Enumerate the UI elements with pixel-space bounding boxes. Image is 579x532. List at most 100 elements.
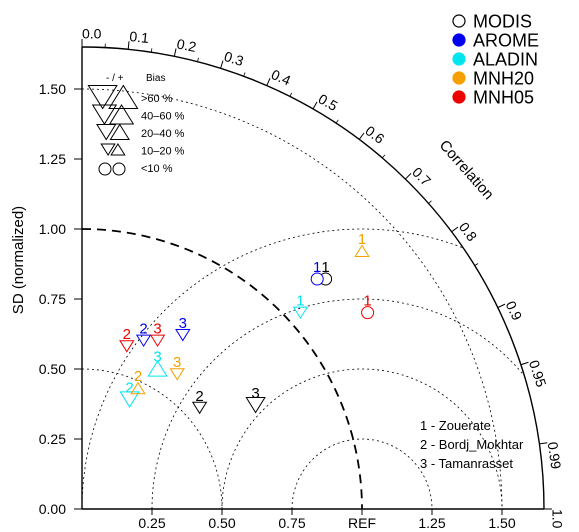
- correlation-minor-tick: [381, 154, 386, 159]
- correlation-tick-label: 0.99: [545, 441, 565, 470]
- correlation-tick-label: 0.5: [316, 90, 341, 114]
- site-legend-entry: 3 - Tamanrasset: [420, 456, 513, 471]
- data-point-label: 3: [179, 315, 187, 332]
- rmsd-arc: [151, 298, 544, 509]
- data-point-marker: [130, 381, 146, 395]
- rmsd-arc: [291, 438, 433, 509]
- legend-entry: MNH20: [473, 69, 534, 89]
- correlation-tick: [220, 60, 224, 69]
- rmsd-arc: [221, 368, 503, 509]
- legend-entry: MNH05: [473, 88, 534, 108]
- correlation-tick: [266, 78, 271, 86]
- data-point-marker: [354, 244, 370, 257]
- data-point-marker: [175, 329, 191, 342]
- correlation-tick: [127, 41, 130, 50]
- correlation-tick-label: 1.0: [549, 509, 565, 529]
- data-point-label: 2: [134, 368, 142, 385]
- bias-legend-circle: [98, 162, 112, 176]
- correlation-tick-label: 0.2: [175, 35, 197, 55]
- data-point-label: 3: [173, 354, 181, 371]
- legend-swatch: [452, 52, 466, 66]
- bias-legend: - / + Bias >60 % 40–60 % 20–40 % 10–20 % <10 %: [87, 73, 185, 176]
- correlation-minor-tick: [520, 363, 525, 366]
- bias-legend-triangle-down: [96, 124, 117, 141]
- y-axis-label: SD (normalized): [10, 206, 27, 314]
- bias-legend-label: >60 %: [141, 93, 173, 105]
- bias-legend-label: 20–40 %: [141, 128, 185, 140]
- data-point-marker: [169, 368, 185, 381]
- data-point-label: 3: [153, 321, 161, 338]
- y-tick-label: 1.25: [39, 151, 66, 167]
- correlation-tick-label: 0.9: [503, 298, 526, 323]
- bias-legend-sign: - / +: [106, 73, 124, 84]
- data-point-label: 1: [321, 259, 329, 276]
- correlation-minor-tick: [243, 72, 246, 77]
- rmsd-arcs: [82, 88, 544, 509]
- data-point-marker: [310, 272, 324, 286]
- legend-swatch: [452, 14, 466, 28]
- site-legend-entry: 2 - Bordj_Mokhtar: [420, 437, 524, 452]
- site-legend: 1 - Zouerate 2 - Bordj_Mokhtar 3 - Tamanra…: [420, 418, 524, 471]
- data-point-label: 3: [251, 385, 259, 402]
- x-tick-label: 0.50: [208, 515, 235, 531]
- correlation-tick: [497, 303, 506, 309]
- correlation-minor-tick: [474, 263, 479, 266]
- data-point-marker: [292, 306, 309, 320]
- legend-swatch: [452, 33, 466, 47]
- data-point-label: 3: [153, 349, 161, 366]
- correlation-tick-label: 0.1: [129, 28, 150, 46]
- y-tick-label: 0.25: [39, 431, 66, 447]
- bias-legend-label: 10–20 %: [141, 146, 185, 158]
- correlation-minor-tick: [289, 92, 293, 97]
- y-tick-label: 0.00: [39, 501, 66, 517]
- correlation-tick-label: 0.6: [362, 122, 387, 147]
- bias-legend-label: <10 %: [141, 163, 173, 175]
- correlation-tick-label: 0.3: [222, 48, 246, 69]
- x-tick-label: 1.50: [488, 515, 515, 531]
- data-point-marker: [119, 391, 140, 408]
- correlation-tick: [451, 226, 459, 233]
- y-tick-label: 0.50: [39, 361, 66, 377]
- bias-legend-triangle-down: [91, 104, 118, 125]
- legend-entry: MODIS: [473, 12, 532, 32]
- data-point-marker: [119, 340, 135, 353]
- data-point-marker: [149, 334, 166, 348]
- bias-legend-label: 40–60 %: [141, 111, 185, 123]
- data-point-label: 2: [123, 326, 131, 343]
- correlation-tick: [539, 442, 548, 445]
- sd-arc: [82, 88, 503, 509]
- data-point-label: 2: [125, 379, 133, 396]
- bias-legend-circle: [112, 162, 126, 176]
- legend-entry: AROME: [473, 31, 539, 51]
- bias-legend-triangle-up: [108, 104, 135, 125]
- bias-legend-triangle-down: [87, 85, 118, 110]
- correlation-tick-label: 0.8: [456, 219, 481, 244]
- data-point-label: 1: [313, 259, 321, 276]
- x-tick-label: 0.25: [138, 515, 165, 531]
- y-tick-label: 1.50: [39, 81, 66, 97]
- grid-layer: [81, 88, 544, 510]
- correlation-tick-label: 0.0: [82, 26, 102, 42]
- data-point-label: 1: [296, 293, 304, 310]
- y-tick-label: 1.00: [39, 221, 66, 237]
- bias-legend-triangle-up: [109, 123, 130, 140]
- correlation-label: Correlation: [436, 137, 497, 203]
- correlation-tick-label: 0.95: [526, 358, 550, 389]
- correlation-tick: [312, 101, 318, 110]
- data-point-marker: [191, 401, 208, 415]
- data-point-label: 1: [363, 293, 371, 310]
- correlation-tick: [173, 48, 177, 57]
- data-point-label: 2: [195, 388, 203, 405]
- sd-arc: [82, 368, 223, 509]
- data-point-marker: [245, 397, 266, 414]
- correlation-tick-label: 0.4: [269, 66, 293, 89]
- correlation-minor-tick: [150, 48, 153, 53]
- x-tick-label: 1.25: [418, 515, 445, 531]
- data-point-label: 1: [358, 231, 366, 248]
- correlation-tick: [405, 173, 412, 180]
- correlation-minor-tick: [197, 57, 199, 62]
- site-legend-entry: 1 - Zouerate: [420, 418, 491, 433]
- x-tick-label: REF: [348, 515, 376, 531]
